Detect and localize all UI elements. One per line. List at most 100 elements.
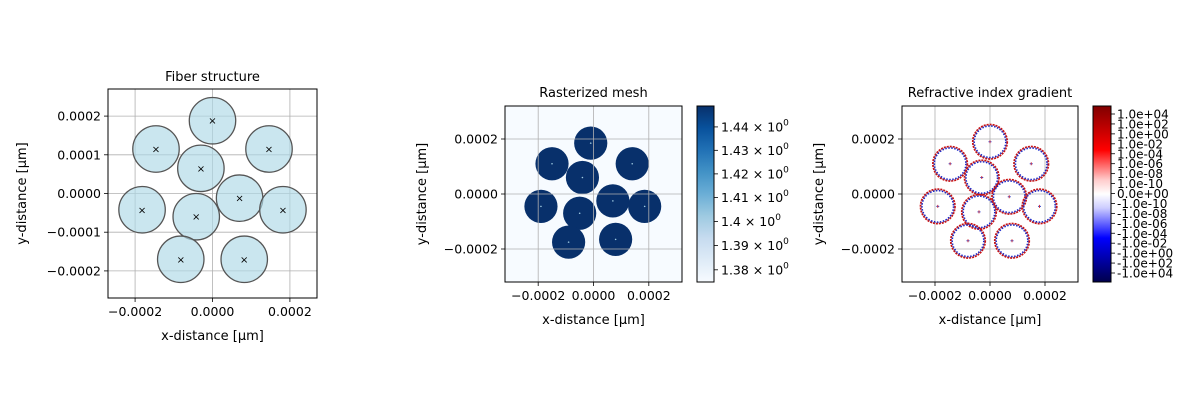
colorbar-tick-label: -1.0e-08 <box>1117 207 1167 221</box>
tick-exponent: 0 <box>775 213 781 223</box>
core-center-dot <box>578 212 581 215</box>
fiber-center-marker: × <box>152 144 160 155</box>
core-center-dot <box>614 238 617 241</box>
x-tick-label: −0.0002 <box>511 288 565 303</box>
tick-base: 1.38 × 10 <box>721 262 783 277</box>
fiber-circle <box>259 185 307 234</box>
fiber-center-marker: × <box>192 212 200 223</box>
colorbar-tick-label: 1.38 × 100 <box>721 261 789 277</box>
fiber-markers: × × × × × × × × × × <box>118 96 307 284</box>
y-tick-label: 0.0000 <box>851 187 895 202</box>
y-tick-label: −0.0002 <box>444 242 498 257</box>
tick-base: 1.4 × 10 <box>721 214 775 229</box>
colorbar-tick-label: 1.0e-04 <box>1117 147 1163 161</box>
colorbar-tick-label: 0.0e+00 <box>1117 187 1169 201</box>
fiber-circle <box>220 235 269 284</box>
y-tick-label: −0.0002 <box>841 242 895 257</box>
x-tick-label: 0.0002 <box>268 304 312 319</box>
refractive-index-gradient-panel: Refractive index gradient −0.0002 0.0000 0… <box>812 86 1173 328</box>
core-center-dot <box>612 200 614 202</box>
fiber-center-marker: × <box>197 164 205 175</box>
y-tick-label: −0.0001 <box>47 225 101 240</box>
gradient-ring-mid <box>973 124 1007 159</box>
gradient-ring-mid <box>995 223 1029 258</box>
gradient-ring-outer <box>993 222 1031 259</box>
x-tick-label: −0.0002 <box>908 288 962 303</box>
gradient-ring-outer <box>960 193 998 230</box>
colorbar-tick-label: 1.0e-06 <box>1117 157 1163 171</box>
gradient-ring-mid <box>920 189 955 224</box>
colorbar-ticks: 1.0e+041.0e+021.0e+001.0e-021.0e-041.0e-… <box>1111 108 1173 281</box>
x-tick-label: 0.0000 <box>572 288 616 303</box>
colorbar-tick-label: 1.0e-02 <box>1117 137 1163 151</box>
core-center-dot <box>631 162 634 165</box>
tick-base: 1.44 × 10 <box>721 119 783 134</box>
y-tick-label: 0.0002 <box>454 132 498 147</box>
core-center-dot <box>540 205 542 208</box>
tick-exponent: 0 <box>783 237 789 247</box>
core-center-dot <box>643 205 646 208</box>
y-tick-label: −0.0002 <box>47 263 101 278</box>
tick-base: 1.41 × 10 <box>721 190 783 205</box>
y-axis-label: y-distance [μm] <box>812 143 827 245</box>
x-axis-label: x-distance [μm] <box>542 313 645 328</box>
grid <box>902 106 1078 282</box>
fiber-circle <box>172 192 221 241</box>
y-tick-label: 0.0000 <box>454 187 498 202</box>
fiber-center-marker: × <box>235 194 243 205</box>
fiber-center-marker: × <box>138 205 146 216</box>
gradient-ring-outer <box>949 222 987 259</box>
gradient-ring-mid <box>964 160 999 195</box>
fiber-center-marker: × <box>279 205 287 216</box>
gradient-ring-outer <box>932 145 969 182</box>
core-center-dot <box>551 162 553 165</box>
gradient-ring-mid <box>1022 189 1057 224</box>
colorbar-tick-label: 1.42 × 100 <box>721 165 789 181</box>
panel-title: Rasterized mesh <box>539 86 647 101</box>
gradient-ring-mid <box>951 223 985 258</box>
tick-base: 1.39 × 10 <box>721 238 783 253</box>
y-tick-label: 0.0001 <box>57 147 101 162</box>
colorbar-tick-label: 1.44 × 100 <box>721 118 789 134</box>
gradient-ring-mid <box>1014 146 1049 181</box>
panel-title: Refractive index gradient <box>908 86 1072 101</box>
panel-title: Fiber structure <box>165 70 260 85</box>
axis-ticks: −0.0002 0.0000 0.0002 0.0002 0.0000 −0.0002 <box>841 132 1067 304</box>
fiber-center-marker: × <box>265 144 273 155</box>
gradient-ring-inner <box>1014 147 1048 181</box>
tick-base: 1.43 × 10 <box>721 143 783 158</box>
y-tick-label: 0.0002 <box>57 109 101 124</box>
colorbar-tick-label: 1.41 × 100 <box>721 189 789 205</box>
fiber-circle <box>188 96 237 145</box>
x-tick-label: 0.0002 <box>1023 288 1067 303</box>
colorbar-tick-label: -1.0e+04 <box>1117 267 1173 281</box>
gradient-ring-outer <box>971 123 1009 160</box>
tick-exponent: 0 <box>783 189 789 199</box>
gradient-ring-inner <box>933 147 967 181</box>
gradient-ring-inner <box>995 224 1029 258</box>
colorbar-tick-label: -1.0e-04 <box>1117 227 1167 241</box>
fiber-circle <box>132 125 180 173</box>
colorbar-tick-label: 1.0e+04 <box>1117 108 1169 122</box>
colorbar-tick-label: -1.0e-10 <box>1117 197 1167 211</box>
gradient-ring-inner <box>962 195 996 229</box>
colorbar-tick-label: 1.0e-08 <box>1117 167 1163 181</box>
gradient-ring-outer <box>963 159 1000 196</box>
colorbar <box>1092 105 1112 283</box>
y-tick-label: 0.0002 <box>851 132 895 147</box>
colorbar-tick-label: -1.0e-02 <box>1117 237 1167 251</box>
x-tick-label: 0.0002 <box>627 288 671 303</box>
mesh-cores <box>524 126 662 259</box>
tick-exponent: 0 <box>783 165 789 175</box>
tick-base: 1.42 × 10 <box>721 166 783 181</box>
gradient-ring-inner <box>1023 189 1056 223</box>
fiber-circle <box>177 144 225 193</box>
axis-ticks: −0.0002 0.0000 0.0002 0.0002 0.0000 −0.0002 <box>444 132 671 304</box>
tick-exponent: 0 <box>783 261 789 271</box>
gradient-ring-inner <box>921 189 955 223</box>
gradient-ring-outer <box>1021 188 1058 225</box>
gradient-ring-inner <box>965 161 999 194</box>
gradient-rings <box>919 123 1058 259</box>
